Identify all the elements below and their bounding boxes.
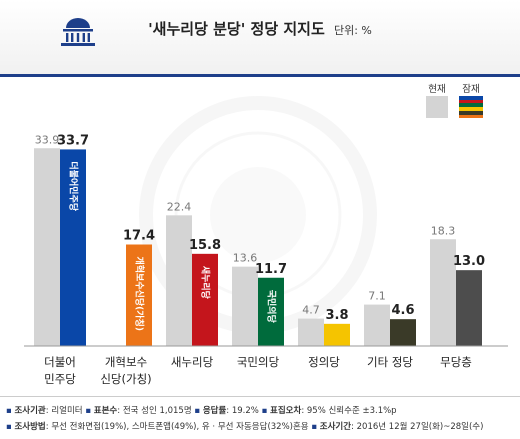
bar-potential	[60, 149, 86, 346]
legend: 현재 잠재	[426, 84, 483, 118]
legend-potential-label: 잠재	[462, 84, 479, 95]
bar-potential	[126, 244, 152, 346]
bar-party-text: 개혁보수신당(가칭)	[134, 257, 146, 331]
sampling-error-value: : 95% 신뢰수준 ±3.1%p	[301, 406, 397, 416]
survey-method-value: : 무선 전화면접(19%), 스마트폰앱(49%), 유 · 무선 자동응답(…	[45, 422, 309, 432]
survey-info-line-2: ▪ 조사방법: 무선 전화면접(19%), 스마트폰앱(49%), 유 · 무선…	[6, 422, 484, 432]
survey-agency-value: : 리얼미터	[45, 406, 83, 416]
survey-period-key: 조사기간	[319, 422, 352, 432]
legend-current-label: 현재	[428, 84, 445, 95]
sample-size-value: : 전국 성인 1,015명	[117, 406, 192, 416]
value-label-current: 18.3	[431, 224, 456, 237]
survey-method-key: 조사방법	[14, 422, 46, 432]
value-label-current: 4.7	[302, 304, 320, 317]
bar-current	[34, 148, 60, 346]
bar-potential	[456, 270, 482, 346]
bar-current	[298, 318, 324, 346]
category-label: 더불어	[44, 355, 76, 369]
value-label-potential: 11.7	[255, 262, 287, 277]
category-label-line2: 민주당	[44, 372, 76, 386]
value-label-potential: 3.8	[325, 308, 348, 323]
value-label-current: 7.1	[368, 290, 386, 303]
value-label-potential: 15.8	[189, 238, 221, 253]
survey-info-line-1: ▪ 조사기관: 리얼미터 ▪ 표본수: 전국 성인 1,015명 ▪ 응답률: …	[6, 406, 397, 416]
bar-current	[166, 215, 192, 346]
chart-title-text: '새누리당 분당' 정당 지지도	[148, 20, 325, 38]
bar-current	[232, 266, 258, 346]
bar-potential	[324, 323, 350, 346]
bar-current	[430, 239, 456, 346]
category-label: 정의당	[308, 355, 340, 369]
category-label: 기타 정당	[367, 355, 413, 369]
survey-period-value: : 2016년 12월 27일(화)~28일(수)	[351, 422, 484, 432]
legend-potential-swatch	[459, 96, 483, 118]
national-assembly-icon	[61, 18, 95, 46]
value-label-potential: 13.0	[453, 254, 485, 269]
response-rate-value: : 19.2%	[226, 406, 259, 416]
value-label-potential: 33.7	[57, 133, 89, 148]
category-label: 국민의당	[237, 355, 280, 369]
value-label-potential: 4.6	[391, 303, 414, 318]
header-banner: '새누리당 분당' 정당 지지도 단위: %	[0, 0, 520, 77]
value-label-current: 22.4	[167, 200, 192, 213]
value-label-current: 33.9	[35, 133, 60, 146]
bar-potential	[390, 319, 416, 346]
bar-potential	[192, 253, 218, 346]
sampling-error-key: 표집오차	[270, 406, 302, 416]
bar-party-text: 국민의당	[266, 290, 278, 324]
sample-size-key: 표본수	[93, 406, 118, 416]
survey-info-footer: ▪ 조사기관: 리얼미터 ▪ 표본수: 전국 성인 1,015명 ▪ 응답률: …	[0, 396, 520, 439]
bar-party-text: 더불어민주당	[68, 161, 80, 211]
bar-party-text: 새누리당	[200, 266, 212, 300]
category-label: 새누리당	[171, 355, 214, 369]
value-label-potential: 17.4	[123, 229, 155, 244]
category-label: 무당층	[440, 355, 472, 369]
category-label: 개혁보수	[105, 355, 147, 369]
bar-chart: 현재 잠재 33.933.7더불어민주당더불어민주당17.4개혁보수신당(가칭)…	[24, 84, 508, 386]
chart-title: '새누리당 분당' 정당 지지도 단위: %	[0, 18, 520, 39]
legend-current-swatch	[426, 96, 448, 118]
category-label-line2: 신당(가칭)	[100, 372, 151, 386]
survey-agency-key: 조사기관	[14, 406, 46, 416]
response-rate-key: 응답률	[202, 406, 227, 416]
bar-current	[364, 304, 390, 346]
bar-potential	[258, 277, 284, 346]
value-label-current: 13.6	[233, 252, 258, 265]
unit-label: 단위: %	[333, 24, 372, 37]
